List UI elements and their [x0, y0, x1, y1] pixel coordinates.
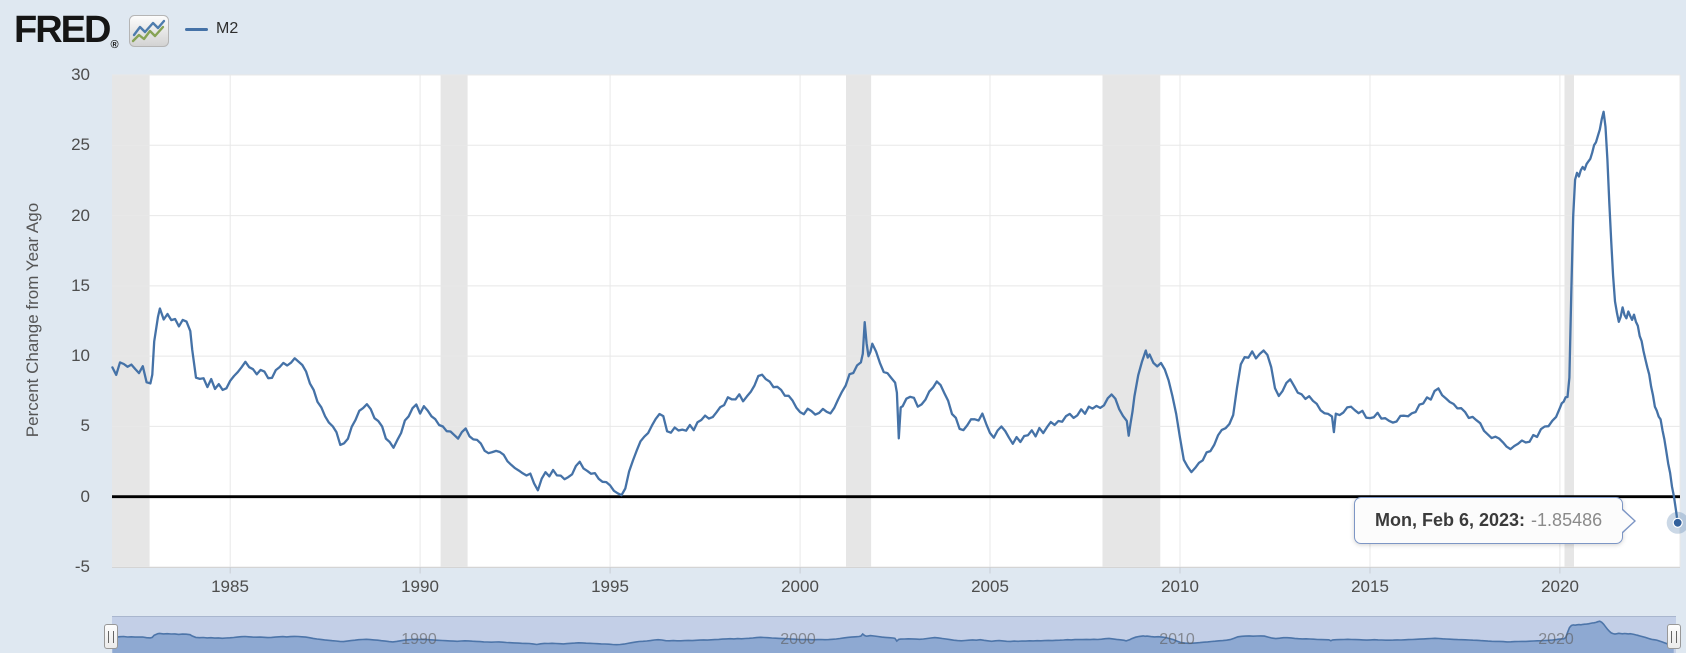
navigator-area-line [112, 620, 1674, 648]
fred-logo[interactable]: FRED® [14, 9, 119, 52]
plot-area[interactable] [112, 75, 1680, 567]
x-tick-label: 2015 [1351, 577, 1389, 596]
navigator-year-label: 2020 [1538, 631, 1574, 648]
navigator-area[interactable] [112, 621, 1674, 653]
recession-band [1102, 75, 1161, 567]
series-name-label: M2 [216, 20, 239, 37]
last-point-marker [1672, 517, 1683, 528]
y-tick-label: 10 [71, 346, 90, 365]
series-color-swatch [185, 27, 208, 31]
y-tick-label: -5 [74, 557, 90, 576]
recession-band [440, 75, 468, 567]
navigator-left-handle[interactable] [104, 624, 118, 649]
x-tick-label: 2010 [1161, 577, 1199, 596]
registered-trademark: ® [110, 39, 119, 51]
navigator-right-handle[interactable] [1667, 624, 1681, 649]
x-tick-label: 1990 [401, 577, 439, 596]
x-tick-label: 2020 [1541, 577, 1579, 596]
y-tick-label: 0 [80, 487, 90, 506]
y-tick-label: 30 [71, 65, 90, 84]
legend-item-m2[interactable]: M2 [185, 20, 238, 38]
x-tick-label: 1995 [591, 577, 629, 596]
tooltip-value: -1.85486 [1531, 510, 1603, 530]
x-tick-label: 2000 [781, 577, 819, 596]
navigator-year-label: 1990 [401, 631, 437, 648]
y-tick-label: 25 [71, 135, 90, 154]
drag-grip-icon [108, 630, 114, 643]
y-tick-label: 5 [80, 416, 90, 435]
y-tick-label: 15 [71, 276, 90, 295]
y-axis-title: Percent Change from Year Ago [23, 202, 42, 438]
m2-series-line[interactable] [111, 110, 1679, 524]
tooltip-date: Mon, Feb 6, 2023: [1375, 510, 1526, 530]
recession-band [846, 75, 872, 567]
fred-logo-text: FRED [14, 9, 111, 51]
recession-band [1564, 75, 1574, 567]
tooltip: Mon, Feb 6, 2023: -1.85486 [1354, 497, 1637, 544]
navigator-year-label: 2010 [1159, 631, 1195, 648]
drag-grip-icon [1671, 630, 1677, 643]
y-tick-label: 20 [71, 206, 90, 225]
navigator-year-label: 2000 [780, 631, 816, 648]
x-tick-label: 2005 [971, 577, 1009, 596]
x-tick-label: 1985 [211, 577, 249, 596]
recession-band [112, 75, 150, 567]
fred-line-chart-icon [129, 15, 169, 47]
